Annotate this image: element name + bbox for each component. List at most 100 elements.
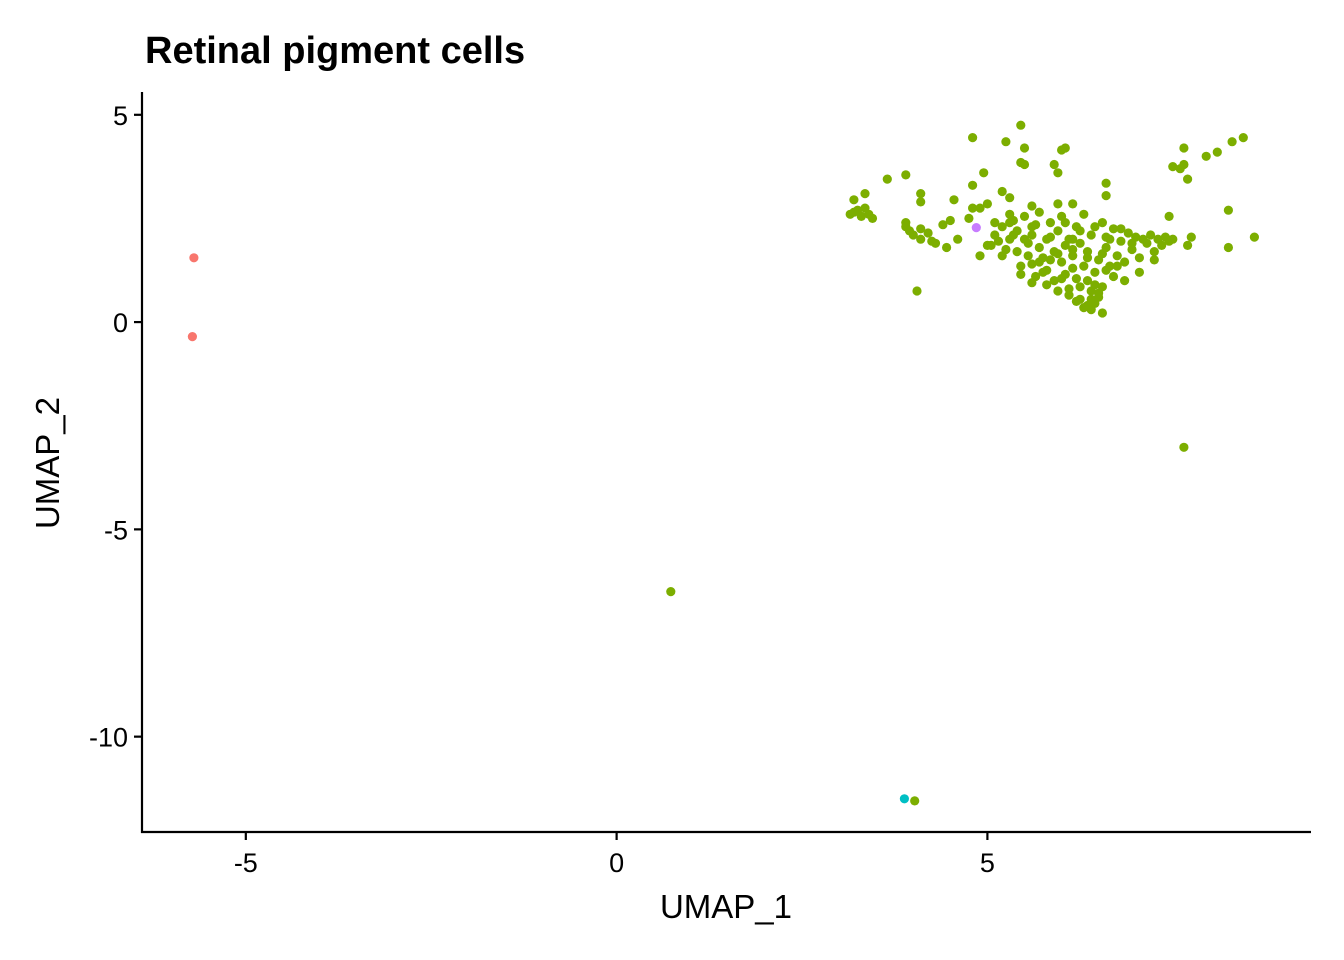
data-point [1012,247,1022,257]
data-point [916,224,926,234]
data-point [1071,274,1081,284]
data-point [1042,280,1052,290]
data-point [1034,242,1044,253]
x-tick-label: 0 [609,848,624,878]
data-point [1001,244,1011,255]
data-point [1223,242,1233,253]
data-point [845,209,855,219]
data-point [1212,147,1222,157]
data-point [1146,230,1156,240]
data-point [990,230,1000,240]
data-point [189,253,199,263]
data-point [1075,238,1085,248]
data-point [908,230,918,240]
data-point [949,195,959,205]
data-point [860,203,870,213]
data-point [910,796,920,806]
data-point [1079,209,1089,219]
data-point [1064,290,1074,300]
data-point [968,203,978,213]
data-point [964,213,974,223]
data-point [1134,253,1144,263]
data-point [1053,286,1063,296]
data-point [1101,191,1111,201]
data-point [1179,159,1189,170]
data-point [1045,232,1055,242]
data-point [882,174,892,184]
data-point [1057,145,1067,155]
data-point [1101,265,1111,275]
data-point [971,223,981,233]
data-point [1086,294,1096,304]
x-tick-label: -5 [234,848,258,878]
data-point [1090,267,1100,277]
data-point [1149,255,1159,265]
data-point [1223,205,1233,215]
data-point [1108,271,1119,282]
data-point [986,240,996,250]
data-point [1134,267,1144,277]
data-point [1120,276,1130,286]
y-tick-label: 0 [113,308,128,338]
data-point [1027,230,1037,240]
data-point [1101,178,1111,188]
data-point [1027,278,1037,288]
data-point [867,213,878,223]
data-point [1053,226,1063,236]
data-point [1027,201,1037,211]
data-point [1068,234,1078,244]
y-axis-title: UMAP_2 [29,397,66,529]
data-point [1179,143,1189,153]
data-point [1186,232,1196,242]
data-point [1068,263,1078,273]
data-point [1008,230,1019,240]
data-point [1053,249,1063,259]
data-point [1053,168,1063,178]
data-point [997,186,1007,197]
data-point [1034,257,1044,267]
data-point [1019,159,1030,170]
data-point [1016,261,1026,271]
data-point [938,220,948,230]
data-point [1016,120,1026,130]
data-point [975,251,985,261]
points-layer [187,120,1259,806]
data-point [860,189,870,199]
data-point [953,234,963,244]
y-ticks: 5 0 -5 -10 [89,101,142,753]
data-point [1075,282,1085,292]
data-point [1108,224,1119,234]
x-tick-label: 5 [980,848,995,878]
data-point [1079,303,1089,313]
data-point [856,211,866,221]
data-point [1168,162,1178,172]
data-point [1071,296,1081,306]
data-point [1105,234,1115,244]
data-point [945,215,955,226]
data-point [187,332,197,342]
data-point [1097,218,1107,228]
y-tick-label: -5 [104,515,128,545]
data-point [1060,218,1070,228]
data-point [1086,230,1096,240]
data-point [1112,261,1122,271]
data-point [979,168,989,178]
data-point [1183,174,1193,184]
data-point [1057,274,1067,284]
data-point [1201,151,1211,161]
y-tick-label: 5 [113,101,128,131]
data-point [1005,193,1015,203]
data-point [975,203,985,213]
data-point [1149,247,1159,257]
data-point [968,133,978,143]
data-point [1090,222,1100,232]
data-point [1023,251,1033,261]
data-point [1031,220,1041,230]
data-point [1123,228,1133,238]
data-point [1090,280,1100,290]
data-point [997,222,1007,232]
data-point [923,228,933,238]
data-point [1112,251,1122,261]
data-point [1005,218,1015,228]
x-axis-title: UMAP_1 [660,888,792,925]
